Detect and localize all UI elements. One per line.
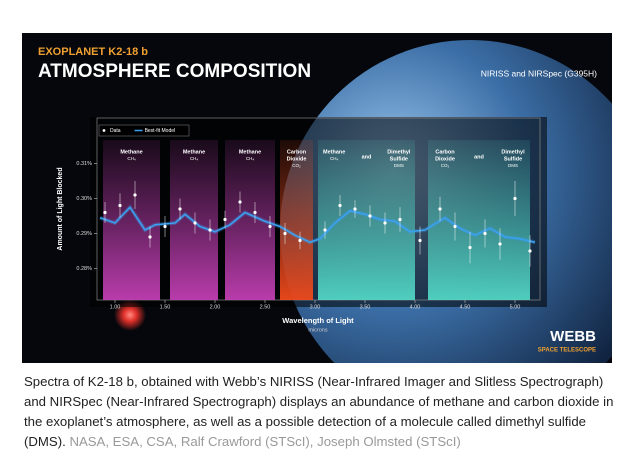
x-tick-label: 4.00 <box>410 304 421 310</box>
data-point <box>133 193 137 197</box>
x-axis-label: Wavelength of Light <box>282 316 354 325</box>
y-axis-label: Amount of Light Blocked <box>57 167 64 250</box>
data-point <box>298 238 302 243</box>
region-label: DMS <box>394 163 404 168</box>
caption: Spectra of K2-18 b, obtained with Webb’s… <box>24 372 620 452</box>
data-point <box>528 249 532 253</box>
legend-label: Data <box>110 128 121 134</box>
data-point <box>163 224 167 229</box>
data-point <box>483 231 487 236</box>
data-point <box>353 207 357 211</box>
data-point <box>468 245 472 250</box>
x-tick-label: 3.00 <box>310 304 321 310</box>
data-point <box>283 231 287 236</box>
region-label: Methane <box>120 149 142 155</box>
x-tick-label: 3.50 <box>360 304 371 310</box>
data-point <box>383 221 387 225</box>
data-point <box>148 235 152 239</box>
data-point <box>208 228 212 232</box>
region-label: Methane <box>183 149 205 155</box>
region-label: CO₂ <box>292 163 301 168</box>
data-point <box>418 238 422 243</box>
caption-credit: NASA, ESA, CSA, Ralf Crawford (STScI), J… <box>69 434 461 449</box>
caption-text: Spectra of K2-18 b, obtained with Webb’s… <box>24 374 614 449</box>
data-point <box>323 228 327 232</box>
spectral-region <box>428 140 530 300</box>
region-label: Dioxide <box>287 156 307 162</box>
data-point <box>368 214 372 218</box>
region-label: Methane <box>239 149 261 155</box>
data-point <box>253 210 257 215</box>
data-point <box>118 203 122 208</box>
x-tick-label: 2.00 <box>210 304 221 310</box>
subtitle: NIRISS and NIRSpec (G395H) <box>481 68 597 78</box>
region-label: Carbon <box>435 149 455 155</box>
data-point <box>338 203 342 208</box>
y-tick-label: 0.30% <box>76 196 92 202</box>
data-point <box>223 217 227 222</box>
x-tick-label: 5.00 <box>510 304 521 310</box>
x-tick-label: 1.50 <box>160 304 171 310</box>
x-tick-label: 2.50 <box>260 304 271 310</box>
region-label: CH₄ <box>330 156 338 161</box>
x-tick-label: 4.50 <box>460 304 471 310</box>
region-label: CH₄ <box>127 156 135 161</box>
region-label: CH₄ <box>190 156 198 161</box>
brand-sub: SPACE TELESCOPE <box>538 348 596 354</box>
kicker: EXOPLANET K2-18 b <box>38 46 148 58</box>
region-label: Sulfide <box>504 156 522 162</box>
y-tick-label: 0.31% <box>76 161 92 167</box>
data-point <box>268 224 272 229</box>
data-point <box>453 224 457 229</box>
model-line <box>99 206 536 244</box>
region-label: Dioxide <box>435 156 455 162</box>
data-point <box>238 200 242 204</box>
region-label: and <box>362 154 372 160</box>
region-label: CH₄ <box>246 156 254 161</box>
legend-label: Best-fit Model <box>145 128 176 134</box>
data-point <box>513 196 517 201</box>
data-point <box>178 207 182 211</box>
brand: WEBB <box>550 328 596 345</box>
data-point <box>498 242 502 246</box>
data-point <box>193 221 197 225</box>
spectral-region <box>280 140 313 300</box>
y-tick-label: 0.28% <box>76 266 92 272</box>
region-label: Sulfide <box>390 156 408 162</box>
spectral-region <box>225 140 275 300</box>
region-label: DMS <box>508 163 518 168</box>
region-label: and <box>474 154 484 160</box>
x-tick-label: 1.00 <box>110 304 121 310</box>
region-label: Methane <box>323 149 345 155</box>
legend-swatch <box>102 129 106 132</box>
region-label: Dimethyl <box>501 149 525 155</box>
x-axis-unit: microns <box>308 327 328 333</box>
data-point <box>398 217 402 222</box>
region-label: Carbon <box>287 149 307 155</box>
spectral-region <box>103 140 160 300</box>
data-point <box>103 210 107 215</box>
chart-title: ATMOSPHERE COMPOSITION <box>38 61 311 82</box>
data-point <box>438 207 442 211</box>
legend-box <box>98 124 190 137</box>
region-label: CO₂ <box>441 163 450 168</box>
y-tick-label: 0.29% <box>76 231 92 237</box>
region-label: Dimethyl <box>387 149 411 155</box>
